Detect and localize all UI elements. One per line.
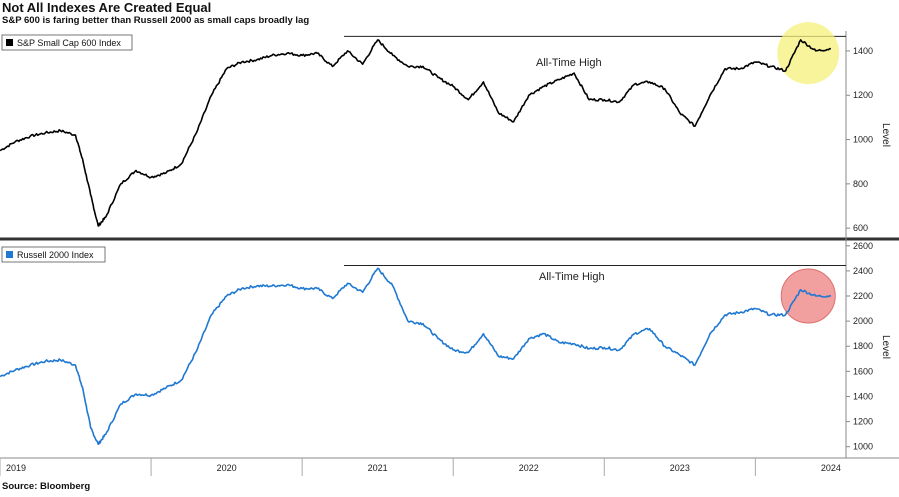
bottom-y-tick-label: 1800 (853, 341, 873, 351)
chart-subtitle: S&P 600 is faring better than Russell 20… (2, 15, 310, 26)
top-legend: S&P Small Cap 600 Index (1, 34, 133, 51)
top-y-tick-label: 1000 (853, 135, 873, 145)
bottom-y-tick-label: 2200 (853, 291, 873, 301)
bottom-y-tick-label: 2400 (853, 266, 873, 276)
bottom-y-tick-label: 2600 (853, 241, 873, 251)
bottom-legend-box (1, 246, 106, 263)
top-panel-background (0, 31, 846, 237)
bottom-y-tick-label: 1200 (853, 417, 873, 427)
russell2000-line (0, 267, 832, 446)
top-y-axis-label: Level (880, 123, 891, 147)
x-tick-label: 2020 (217, 463, 237, 473)
top-y-tick-label: 1400 (853, 46, 873, 56)
top-legend-swatch (6, 39, 13, 46)
top-y-tick-label: 1200 (853, 90, 873, 100)
x-tick-label: 2023 (670, 463, 690, 473)
top-legend-box (1, 34, 133, 51)
bottom-y-axis-label: Level (880, 335, 891, 359)
source-note: Source: Bloomberg (2, 481, 91, 492)
x-tick-label: 2022 (519, 463, 539, 473)
bottom-legend-swatch (6, 251, 13, 258)
bottom-panel (0, 242, 846, 458)
bottom-y-tick-label: 1400 (853, 391, 873, 401)
chart-title: Not All Indexes Are Created Equal (2, 0, 212, 15)
bottom-y-tick-label: 1000 (853, 442, 873, 452)
x-tick-label: 2019 (6, 463, 26, 473)
x-ticks: 2019 2020 2021 2022 2023 2024 (0, 458, 841, 476)
top-panel (0, 31, 846, 237)
bottom-legend-label: Russell 2000 Index (17, 250, 94, 260)
x-tick-label: 2024 (821, 463, 841, 473)
top-highlight-circle (777, 22, 840, 85)
sp600-line (0, 39, 831, 227)
top-y-tick-label: 800 (853, 179, 868, 189)
bottom-y-ticks: 1000 1200 1400 1600 1800 2000 2200 2400 2600 (846, 241, 873, 452)
bottom-y-tick-label: 1600 (853, 366, 873, 376)
top-y-ticks: 600 800 1000 1200 1400 (846, 46, 873, 233)
bottom-y-tick-label: 2000 (853, 316, 873, 326)
bottom-highlight-circle (780, 268, 836, 324)
top-y-tick-label: 600 (853, 223, 868, 233)
bottom-legend: Russell 2000 Index (1, 246, 106, 263)
bottom-panel-background (0, 242, 846, 458)
x-tick-label: 2021 (368, 463, 388, 473)
top-legend-label: S&P Small Cap 600 Index (17, 38, 121, 48)
bottom-ath-label: All-Time High (539, 271, 605, 283)
top-ath-label: All-Time High (536, 57, 602, 69)
